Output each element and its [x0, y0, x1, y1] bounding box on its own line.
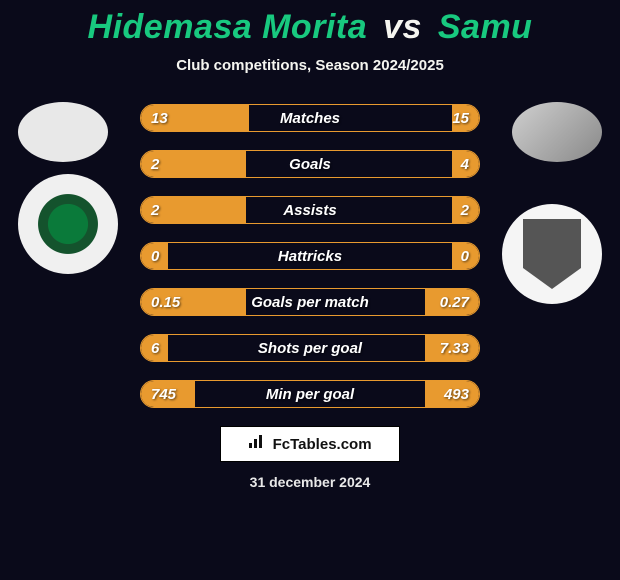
stat-value-right: 493	[434, 381, 479, 407]
stat-value-left: 2	[141, 151, 169, 177]
player2-name: Samu	[438, 8, 533, 46]
stat-value-left: 6	[141, 335, 169, 361]
chart-icon	[248, 436, 268, 453]
stat-value-left: 0.15	[141, 289, 190, 315]
stat-row: 1315Matches	[140, 104, 480, 132]
player1-name: Hidemasa Morita	[88, 8, 368, 46]
comparison-title: Hidemasa Morita vs Samu	[0, 0, 620, 47]
player2-club-badge	[502, 204, 602, 304]
stat-value-right: 7.33	[430, 335, 479, 361]
stat-value-left: 2	[141, 197, 169, 223]
source-logo: FcTables.com	[220, 426, 400, 462]
stat-value-left: 0	[141, 243, 169, 269]
stat-row: 24Goals	[140, 150, 480, 178]
player2-avatar	[512, 102, 602, 162]
content-area: 1315Matches24Goals22Assists00Hattricks0.…	[0, 104, 620, 408]
stat-value-left: 745	[141, 381, 186, 407]
stat-value-right: 0	[451, 243, 479, 269]
stat-row: 745493Min per goal	[140, 380, 480, 408]
player1-avatar	[18, 102, 108, 162]
stat-label: Hattricks	[141, 243, 479, 269]
date-text: 31 december 2024	[0, 474, 620, 490]
stat-row: 0 0Hattricks	[140, 242, 480, 270]
stat-value-left: 13	[141, 105, 178, 131]
stat-value-right: 0.27	[430, 289, 479, 315]
player1-club-badge	[18, 174, 118, 274]
logo-text: FcTables.com	[273, 436, 372, 453]
stat-row: 0.150.27Goals per match	[140, 288, 480, 316]
stat-row: 67.33Shots per goal	[140, 334, 480, 362]
stat-value-right: 4	[451, 151, 479, 177]
vs-text: vs	[383, 8, 422, 46]
subtitle: Club competitions, Season 2024/2025	[0, 57, 620, 74]
stat-bars: 1315Matches24Goals22Assists00Hattricks0.…	[140, 104, 480, 408]
stat-row: 22Assists	[140, 196, 480, 224]
stat-value-right: 15	[442, 105, 479, 131]
stat-value-right: 2	[451, 197, 479, 223]
